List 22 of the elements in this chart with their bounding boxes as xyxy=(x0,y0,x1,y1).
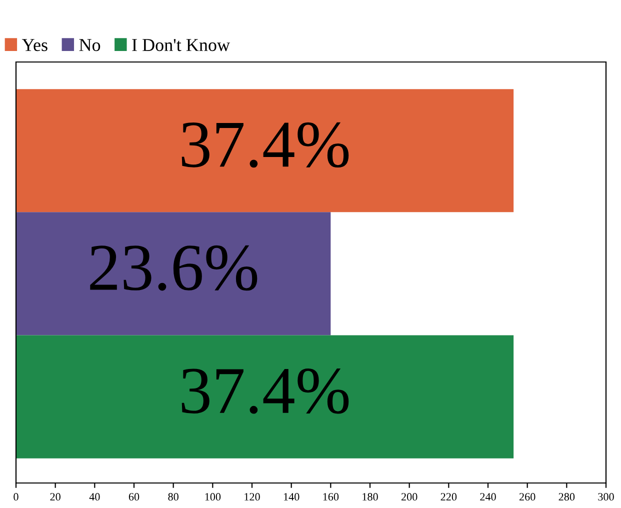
x-tick-label: 180 xyxy=(362,493,378,501)
x-tick-label: 40 xyxy=(89,493,100,501)
x-tick-label: 160 xyxy=(323,493,339,501)
x-tick-label: 300 xyxy=(598,493,614,501)
x-tick-label: 260 xyxy=(519,493,536,501)
legend-label: Yes xyxy=(22,39,48,52)
x-tick-label: 0 xyxy=(14,493,18,501)
x-tick-label: 220 xyxy=(440,493,457,501)
x-tick-label: 140 xyxy=(284,493,300,501)
legend-label: No xyxy=(79,39,100,52)
x-tick-label: 200 xyxy=(401,493,418,501)
annotation: 23.6% xyxy=(90,245,258,291)
annotation: 37.4% xyxy=(182,122,349,168)
x-tick-label: 120 xyxy=(244,493,260,501)
x-tick-label: 280 xyxy=(558,493,575,501)
x-tick-label: 20 xyxy=(50,493,60,501)
x-tick-label: 60 xyxy=(128,493,140,501)
x-tick-label: 100 xyxy=(205,493,221,501)
annotation: 37.4% xyxy=(182,368,349,414)
legend-label: I Don't Know xyxy=(132,39,230,52)
x-tick-label: 240 xyxy=(480,493,496,501)
x-tick-label: 80 xyxy=(168,493,178,501)
